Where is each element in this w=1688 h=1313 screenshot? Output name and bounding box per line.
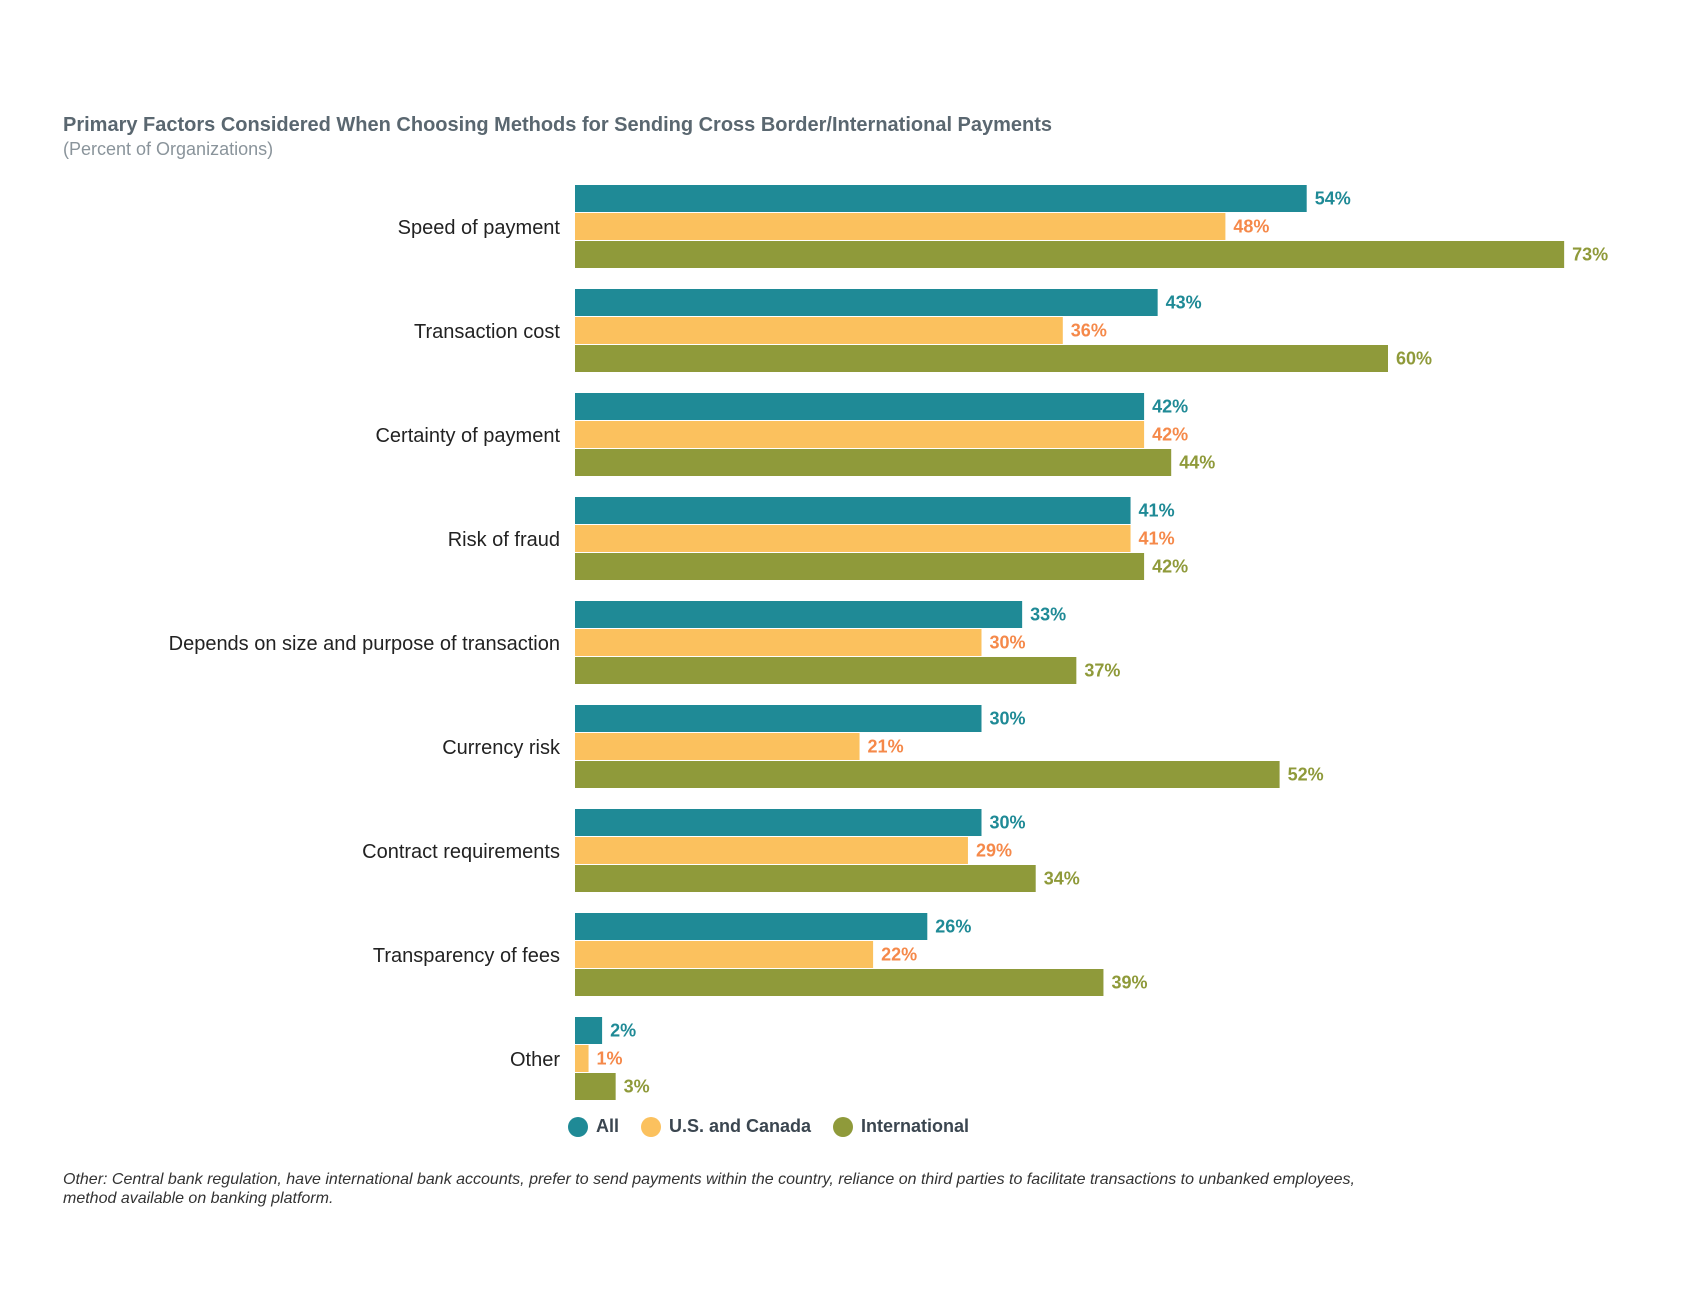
value-label-transaction-cost-all: 43%	[1166, 293, 1202, 313]
value-label-contract-requirements-all: 30%	[990, 813, 1026, 833]
bar-depends-on-size-and-purpose-of-transaction-all	[575, 601, 1023, 628]
bar-currency-risk-international	[575, 761, 1280, 788]
bar-other-u-s-and-canada	[575, 1045, 589, 1072]
category-label-contract-requirements: Contract requirements	[362, 841, 560, 863]
bar-risk-of-fraud-u-s-and-canada	[575, 525, 1131, 552]
legend-item-all: All	[568, 1116, 619, 1137]
bar-other-all	[575, 1017, 603, 1044]
bar-contract-requirements-u-s-and-canada	[575, 837, 968, 864]
value-label-transparency-of-fees-u-s-and-canada: 22%	[881, 945, 917, 965]
value-label-other-all: 2%	[610, 1021, 636, 1041]
category-label-transparency-of-fees: Transparency of fees	[373, 945, 560, 967]
value-label-currency-risk-all: 30%	[990, 709, 1026, 729]
bar-risk-of-fraud-international	[575, 553, 1145, 580]
value-label-risk-of-fraud-international: 42%	[1152, 557, 1188, 577]
value-label-transaction-cost-u-s-and-canada: 36%	[1071, 321, 1107, 341]
value-label-currency-risk-international: 52%	[1288, 765, 1324, 785]
bar-currency-risk-u-s-and-canada	[575, 733, 860, 760]
bar-risk-of-fraud-all	[575, 497, 1131, 524]
legend-label-all: All	[596, 1116, 620, 1136]
footnote: Other: Central bank regulation, have int…	[63, 1171, 1355, 1207]
value-label-speed-of-payment-international: 73%	[1572, 245, 1608, 265]
bar-other-international	[575, 1073, 616, 1100]
legend-swatch-international	[833, 1116, 854, 1137]
bar-currency-risk-all	[575, 705, 982, 732]
value-label-other-u-s-and-canada: 1%	[597, 1049, 623, 1069]
bar-certainty-of-payment-u-s-and-canada	[575, 421, 1145, 448]
bar-depends-on-size-and-purpose-of-transaction-u-s-and-canada	[575, 629, 982, 656]
bar-speed-of-payment-all	[575, 185, 1307, 212]
category-label-other: Other	[510, 1049, 560, 1071]
value-label-risk-of-fraud-all: 41%	[1139, 501, 1175, 521]
legend-item-international: International	[833, 1116, 969, 1137]
value-label-transaction-cost-international: 60%	[1396, 349, 1432, 369]
bar-transaction-cost-all	[575, 289, 1158, 316]
chart-subtitle: (Percent of Organizations)	[63, 139, 274, 159]
category-label-depends-on-size-and-purpose-of-transaction: Depends on size and purpose of transacti…	[169, 633, 560, 655]
bar-transparency-of-fees-international	[575, 969, 1104, 996]
bar-transaction-cost-u-s-and-canada	[575, 317, 1063, 344]
category-label-currency-risk: Currency risk	[442, 737, 561, 759]
bar-transaction-cost-international	[575, 345, 1388, 372]
bar-certainty-of-payment-all	[575, 393, 1145, 420]
chart-title: Primary Factors Considered When Choosing…	[63, 114, 1053, 136]
legend-swatch-all	[568, 1116, 588, 1137]
bar-chart: Speed of payment 54% 48% 73% Transaction cos…	[169, 185, 1608, 1100]
value-label-contract-requirements-u-s-and-canada: 29%	[976, 841, 1012, 861]
bar-transparency-of-fees-u-s-and-canada	[575, 941, 874, 968]
value-label-depends-on-size-and-purpose-of-transaction-all: 33%	[1030, 605, 1066, 625]
value-label-risk-of-fraud-u-s-and-canada: 41%	[1139, 529, 1175, 549]
bar-contract-requirements-international	[575, 865, 1036, 892]
value-label-certainty-of-payment-u-s-and-canada: 42%	[1152, 425, 1188, 445]
value-label-other-international: 3%	[624, 1077, 650, 1097]
value-label-depends-on-size-and-purpose-of-transaction-u-s-and-canada: 30%	[990, 633, 1026, 653]
bar-certainty-of-payment-international	[575, 449, 1172, 476]
legend-swatch-us-canada	[641, 1116, 662, 1137]
value-label-transparency-of-fees-international: 39%	[1111, 973, 1147, 993]
legend: All U.S. and Canada International	[568, 1116, 969, 1137]
bar-contract-requirements-all	[575, 809, 982, 836]
legend-label-us-canada: U.S. and Canada	[669, 1116, 812, 1136]
value-label-certainty-of-payment-all: 42%	[1152, 397, 1188, 417]
legend-item-us-canada: U.S. and Canada	[641, 1116, 811, 1137]
value-label-speed-of-payment-u-s-and-canada: 48%	[1233, 217, 1269, 237]
legend-label-international: International	[861, 1116, 970, 1136]
category-label-speed-of-payment: Speed of payment	[398, 217, 561, 239]
category-label-risk-of-fraud: Risk of fraud	[448, 529, 560, 551]
bar-speed-of-payment-u-s-and-canada	[575, 213, 1226, 240]
value-label-certainty-of-payment-international: 44%	[1179, 453, 1215, 473]
bar-depends-on-size-and-purpose-of-transaction-international	[575, 657, 1077, 684]
value-label-currency-risk-u-s-and-canada: 21%	[868, 737, 904, 757]
value-label-depends-on-size-and-purpose-of-transaction-international: 37%	[1084, 661, 1120, 681]
bar-transparency-of-fees-all	[575, 913, 928, 940]
value-label-contract-requirements-international: 34%	[1044, 869, 1080, 889]
category-label-certainty-of-payment: Certainty of payment	[375, 425, 560, 447]
category-label-transaction-cost: Transaction cost	[414, 321, 560, 343]
value-label-transparency-of-fees-all: 26%	[935, 917, 971, 937]
value-label-speed-of-payment-all: 54%	[1315, 189, 1351, 209]
bar-speed-of-payment-international	[575, 241, 1565, 268]
